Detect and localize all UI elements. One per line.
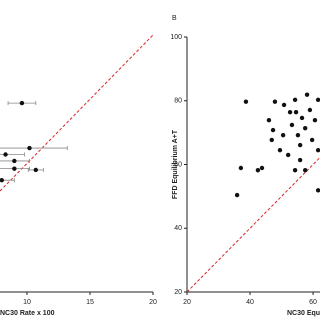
point	[269, 137, 274, 143]
point	[315, 147, 320, 153]
point	[12, 166, 17, 171]
point	[266, 117, 272, 123]
point	[33, 167, 38, 173]
x-tick-label: 20	[149, 299, 157, 306]
point	[292, 97, 298, 102]
point	[259, 165, 265, 171]
y-tick-label: 20	[174, 289, 182, 296]
point	[299, 115, 305, 121]
y-tick-label: 80	[174, 98, 182, 105]
point	[3, 152, 8, 157]
point	[297, 142, 303, 148]
point	[12, 158, 17, 164]
x-axis-label: NC30 Equilibri	[287, 310, 320, 317]
point	[277, 147, 283, 153]
point	[255, 168, 261, 173]
identity-line	[0, 34, 154, 192]
point	[315, 97, 320, 102]
point	[234, 192, 240, 198]
point	[315, 188, 320, 193]
point	[281, 102, 287, 108]
point	[19, 100, 25, 106]
point	[297, 157, 303, 163]
point	[280, 132, 286, 138]
x-axis-label: NC30 Rate x 100	[0, 310, 55, 317]
point	[302, 125, 308, 131]
point	[295, 132, 301, 138]
x-tick-label: 20	[183, 299, 191, 306]
point	[309, 137, 315, 143]
point	[285, 152, 291, 158]
point	[287, 110, 293, 115]
y-tick-label: 40	[174, 225, 182, 232]
point	[238, 165, 244, 171]
x-tick-label: 10	[23, 299, 31, 306]
point	[270, 127, 276, 133]
y-tick-label: 60	[174, 161, 182, 168]
point	[272, 99, 278, 104]
panel: 10 15 20 NC30 Rate x 100	[0, 34, 157, 317]
identity-line	[186, 157, 320, 293]
point	[289, 122, 295, 128]
point	[293, 110, 299, 115]
point	[312, 117, 318, 123]
panel: 20 40 60 20 40 60 80 100 NC30 Equilibri FFD Equil…	[170, 15, 320, 317]
panel-label: B	[172, 15, 177, 22]
y-tick-label: 100	[170, 34, 182, 41]
point	[0, 178, 4, 183]
x-tick-label: 40	[246, 299, 254, 306]
x-tick-label: 60	[309, 299, 317, 306]
x-tick-label: 15	[86, 299, 94, 306]
point	[292, 168, 298, 173]
point	[307, 107, 313, 113]
error-bar	[0, 146, 68, 151]
point	[27, 145, 32, 151]
point	[302, 168, 308, 173]
point	[304, 92, 310, 97]
y-axis-label: FFD Equilibrium A+T	[172, 129, 179, 199]
point	[243, 99, 249, 104]
